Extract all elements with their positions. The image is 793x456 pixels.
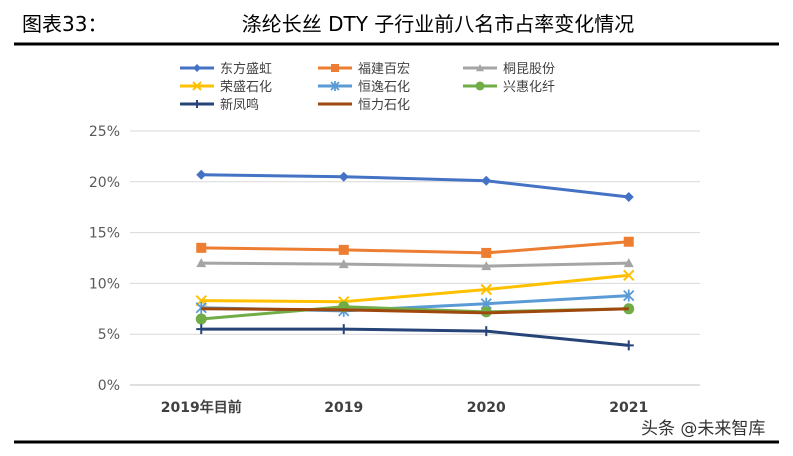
- legend-item: 兴惠化纤: [463, 80, 555, 95]
- series-荣盛石化: [195, 269, 635, 308]
- y-tick-label: 10%: [89, 276, 120, 292]
- legend-label: 福建百宏: [358, 62, 410, 77]
- legend-item: 恒力石化: [318, 98, 410, 113]
- series-兴惠化纤: [195, 301, 635, 325]
- y-tick-label: 15%: [89, 226, 120, 242]
- series-line: [201, 261, 629, 268]
- y-tick-label: 25%: [89, 124, 120, 140]
- series-line: [201, 240, 629, 255]
- chart-title: 涤纶长丝 DTY 子行业前八名市占率变化情况: [242, 12, 635, 36]
- legend-label: 东方盛虹: [220, 61, 272, 77]
- diamond-marker: [196, 169, 207, 180]
- x-tick-label: 2019年目前: [161, 399, 242, 416]
- diamond-marker: [338, 171, 349, 182]
- series-恒力石化: [201, 307, 629, 315]
- triangle-marker: [196, 258, 207, 268]
- y-tick-label: 5%: [98, 327, 120, 343]
- series-line: [201, 307, 629, 315]
- series-福建百宏: [196, 236, 634, 258]
- star-marker: [330, 81, 340, 91]
- series-新凤鸣: [196, 324, 634, 351]
- x-tick-label: 2020: [467, 400, 506, 416]
- legend-label: 恒逸石化: [358, 80, 410, 95]
- diamond-marker: [193, 64, 201, 72]
- legend-label: 兴惠化纤: [503, 80, 555, 95]
- square-marker: [338, 244, 349, 255]
- circle-marker: [475, 81, 485, 91]
- series-桐昆股份: [196, 258, 634, 271]
- x-marker: [480, 283, 492, 296]
- plus-marker: [196, 324, 207, 335]
- series-line: [201, 173, 629, 199]
- plus-marker: [623, 340, 634, 351]
- legend-label: 新凤鸣: [220, 97, 259, 113]
- x-tick-label: 2019: [324, 400, 363, 416]
- x-marker: [192, 81, 202, 91]
- circle-marker: [195, 313, 207, 325]
- square-marker: [196, 242, 207, 253]
- y-tick-label: 0%: [98, 378, 120, 394]
- legend-item: 荣盛石化: [180, 80, 272, 95]
- triangle-marker: [623, 258, 634, 268]
- series-line: [201, 273, 629, 304]
- legend-label: 恒力石化: [358, 98, 410, 113]
- plus-marker: [481, 326, 492, 337]
- star-marker: [623, 289, 635, 302]
- plot-area: 0% 5% 10% 15% 20% 25% 2019年目前 2019 2020 2021: [89, 124, 700, 416]
- legend-item: 福建百宏: [318, 62, 410, 77]
- legend-item: 东方盛虹: [180, 61, 272, 77]
- triangle-marker: [338, 259, 349, 269]
- y-tick-label: 20%: [89, 175, 120, 191]
- series-line: [201, 327, 629, 347]
- legend-label: 桐昆股份: [503, 62, 555, 77]
- legend-label: 荣盛石化: [220, 80, 272, 95]
- star-marker: [195, 301, 207, 314]
- triangle-marker: [481, 261, 492, 271]
- legend-item: 新凤鸣: [180, 97, 259, 113]
- square-marker: [331, 64, 339, 72]
- legend-item: 桐昆股份: [463, 62, 555, 77]
- legend-item: 恒逸石化: [318, 80, 410, 95]
- square-marker: [623, 236, 634, 247]
- plus-marker: [193, 100, 201, 108]
- figure-label: 图表33：: [22, 12, 107, 36]
- plus-marker: [338, 324, 349, 335]
- x-marker: [623, 269, 635, 281]
- x-tick-label: 2021: [609, 400, 648, 416]
- diamond-marker: [481, 175, 492, 186]
- series-东方盛虹: [196, 169, 634, 203]
- square-marker: [481, 247, 492, 258]
- diamond-marker: [623, 192, 634, 203]
- watermark-text: 头条 @未来智库: [641, 419, 765, 439]
- triangle-marker: [476, 64, 484, 72]
